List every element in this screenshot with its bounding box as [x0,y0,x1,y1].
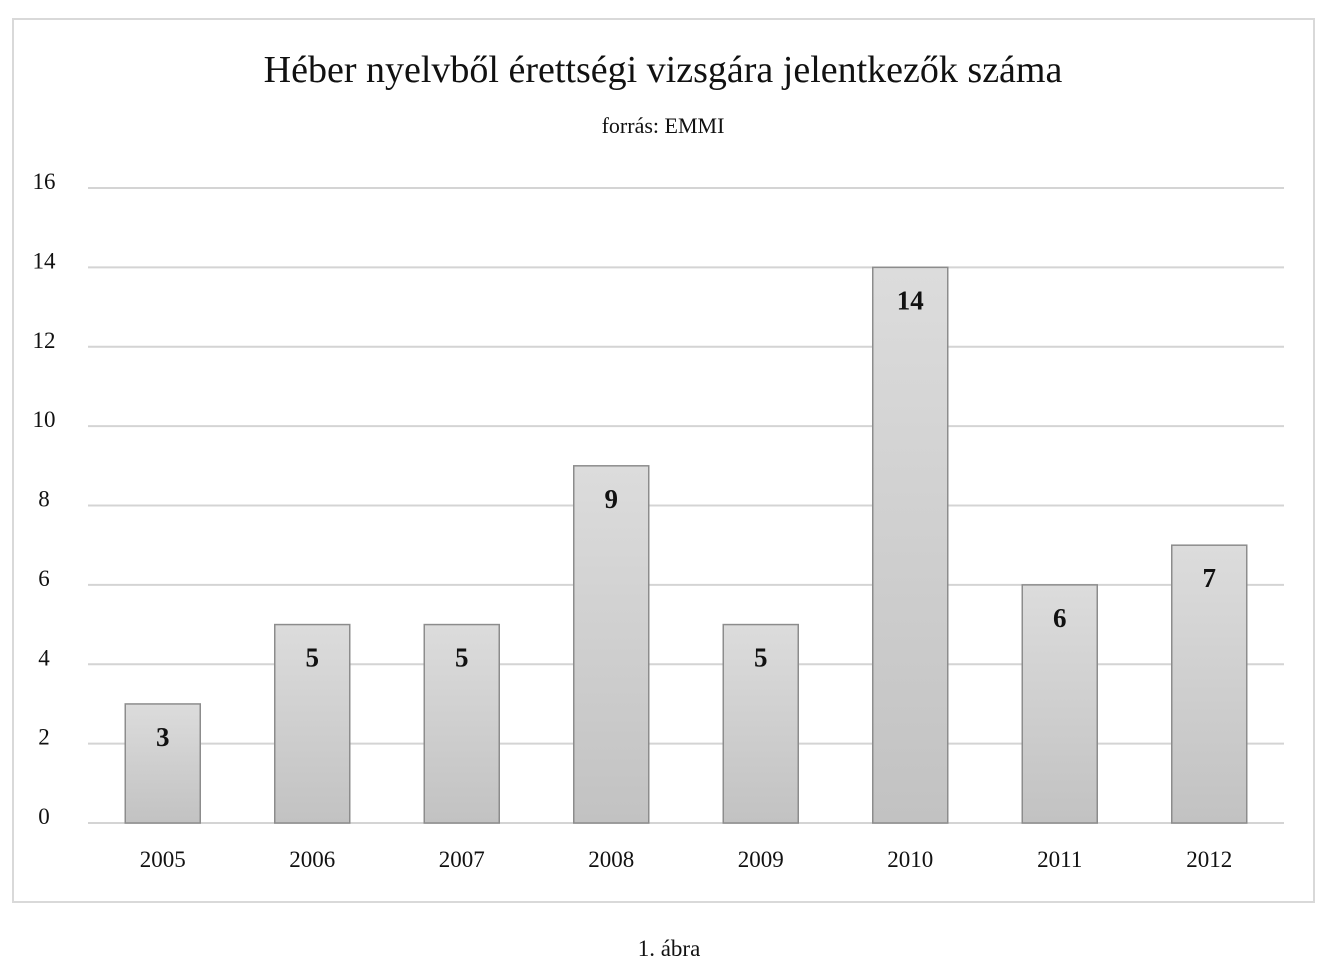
data-label-2008: 9 [605,484,619,514]
data-label-2011: 6 [1053,603,1067,633]
y-tick-label: 16 [33,169,56,194]
chart-subtitle: forrás: EMMI [602,113,725,138]
y-tick-label: 0 [38,804,50,829]
chart-title: Héber nyelvből érettségi vizsgára jelent… [264,49,1063,91]
x-tick-label-2007: 2007 [439,847,485,872]
x-axis-tick-labels: 2005 2006 2007 2008 2009 2010 2011 2012 [140,847,1233,872]
y-tick-label: 6 [38,566,50,591]
y-tick-label: 8 [38,487,50,512]
x-tick-label-2010: 2010 [887,847,933,872]
x-tick-label-2011: 2011 [1037,847,1082,872]
bar-2006 [274,623,351,824]
y-tick-label: 2 [38,725,50,750]
data-label-2009: 5 [754,643,768,673]
x-tick-label-2005: 2005 [140,847,186,872]
bar-2010 [872,266,949,824]
bars [124,266,1248,824]
data-label-2005: 3 [156,722,170,752]
y-tick-label: 14 [33,248,57,273]
x-tick-label-2009: 2009 [738,847,784,872]
gridlines [88,187,1284,824]
y-tick-label: 12 [33,328,56,353]
data-label-2012: 7 [1203,563,1217,593]
x-tick-label-2012: 2012 [1186,847,1232,872]
figure-caption: 1. ábra [637,936,701,961]
data-label-2010: 14 [897,285,924,315]
bar-2005 [124,703,201,824]
y-tick-label: 10 [33,407,56,432]
bar-2008 [573,465,650,824]
bar-2011 [1021,584,1098,824]
bar-2009 [722,623,799,824]
y-tick-label: 4 [38,645,50,670]
x-tick-label-2006: 2006 [289,847,335,872]
y-axis-tick-labels: 0 2 4 6 8 10 12 14 16 [33,169,57,829]
data-labels: 3 5 5 9 5 14 6 7 [156,285,1216,752]
data-label-2006: 5 [306,643,320,673]
data-label-2007: 5 [455,643,469,673]
bar-2012 [1171,544,1248,824]
x-tick-label-2008: 2008 [588,847,634,872]
bar-2007 [423,623,500,824]
